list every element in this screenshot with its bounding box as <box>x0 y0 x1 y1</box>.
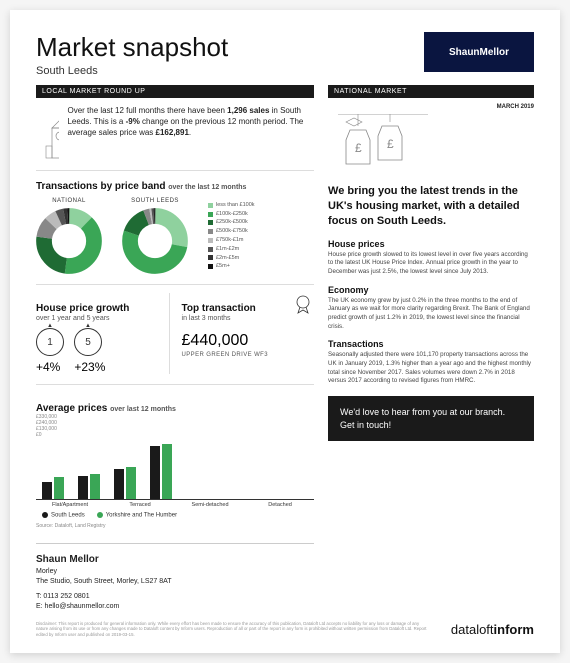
national-band: NATIONAL MARKET <box>328 85 534 98</box>
priceband-title: Transactions by price band <box>36 181 165 192</box>
avg-source: Source: Dataloft, Land Registry <box>36 523 314 529</box>
priceband-legend: less than £100k£100k-£250k£250k-£500k£50… <box>208 201 255 271</box>
header: Market snapshot South Leeds ShaunMellor <box>36 32 534 77</box>
page-subtitle: South Leeds <box>36 65 228 77</box>
donut-national-chart <box>36 208 102 274</box>
report-page: Market snapshot South Leeds ShaunMellor … <box>10 10 560 653</box>
donut-local: SOUTH LEEDS <box>122 198 188 274</box>
clocktower-icon <box>40 106 59 160</box>
svg-text:£: £ <box>355 141 362 155</box>
donut-local-chart <box>122 208 188 274</box>
national-headline: We bring you the latest trends in the UK… <box>328 184 534 229</box>
contact-address: The Studio, South Street, Morley, LS27 8… <box>36 577 314 588</box>
contact-name: Shaun Mellor <box>36 552 314 567</box>
price-tags-icon: £ £ <box>328 114 438 174</box>
priceband-sub: over the last 12 months <box>168 184 246 191</box>
columns: LOCAL MARKET ROUND UP Over the last 12 f… <box>36 85 534 613</box>
avg-ylabels: £330,000£240,000£130,000£0 <box>36 414 314 438</box>
growth-1y-circle: 1 <box>36 328 64 356</box>
growth-5y-pct: +23% <box>74 360 105 374</box>
top-title: Top transaction <box>182 303 256 314</box>
top-address: UPPER GREEN DRIVE WF3 <box>182 352 315 358</box>
brand-suffix: inform <box>494 622 534 637</box>
brand-logo: ShaunMellor <box>424 32 534 72</box>
header-left: Market snapshot South Leeds <box>36 32 228 77</box>
growth-title: House price growth <box>36 303 169 314</box>
national-column: NATIONAL MARKET MARCH 2019 £ £ We bring … <box>328 85 534 613</box>
donut-local-label: SOUTH LEEDS <box>122 198 188 204</box>
avg-prices-section: Average prices over last 12 months £330,… <box>36 385 314 535</box>
top-transaction-stat: Top transaction in last 3 months £440,00… <box>169 293 315 374</box>
contact-email: E: hello@shaunmellor.com <box>36 602 314 613</box>
footer: Disclaimer: This report is produced for … <box>36 621 534 638</box>
disclaimer: Disclaimer: This report is produced for … <box>36 621 451 638</box>
footer-brand: dataloftinform <box>451 622 534 637</box>
growth-5y-circle: 5 <box>74 328 102 356</box>
local-band: LOCAL MARKET ROUND UP <box>36 85 314 98</box>
donut-national-label: NATIONAL <box>36 198 102 204</box>
avg-xlabels: Flat/ApartmentTerracedSemi-detachedDetac… <box>36 500 314 508</box>
rosette-icon <box>292 293 314 315</box>
top-price: £440,000 <box>182 332 315 350</box>
local-column: LOCAL MARKET ROUND UP Over the last 12 f… <box>36 85 314 613</box>
cta-box: We'd love to hear from you at our branch… <box>328 396 534 441</box>
tags-illustration: £ £ <box>328 114 534 174</box>
brand-prefix: dataloft <box>451 622 494 637</box>
roundup: Over the last 12 full months there have … <box>36 98 314 171</box>
contact-block: Shaun Mellor Morley The Studio, South St… <box>36 543 314 613</box>
national-date: MARCH 2019 <box>328 104 534 110</box>
two-stat-row: House price growth over 1 year and 5 yea… <box>36 285 314 385</box>
growth-stat: House price growth over 1 year and 5 yea… <box>36 293 169 374</box>
brand-logo-text: ShaunMellor <box>449 47 509 58</box>
roundup-text: Over the last 12 full months there have … <box>67 106 310 160</box>
avg-title: Average prices <box>36 403 107 414</box>
growth-1y-pct: +4% <box>36 360 60 374</box>
avg-sub: over last 12 months <box>110 406 176 413</box>
avg-legend: South LeedsYorkshire and The Humber <box>36 512 314 519</box>
svg-text:£: £ <box>387 137 394 151</box>
national-sections: House pricesHouse price growth slowed to… <box>328 239 534 386</box>
donut-national: NATIONAL <box>36 198 102 274</box>
page-title: Market snapshot <box>36 32 228 63</box>
avg-bar-chart <box>36 440 314 500</box>
priceband-section: Transactions by price band over the last… <box>36 181 314 285</box>
growth-sub: over 1 year and 5 years <box>36 315 169 322</box>
contact-phone: T: 0113 252 0801 <box>36 592 314 603</box>
top-sub: in last 3 months <box>182 315 256 322</box>
